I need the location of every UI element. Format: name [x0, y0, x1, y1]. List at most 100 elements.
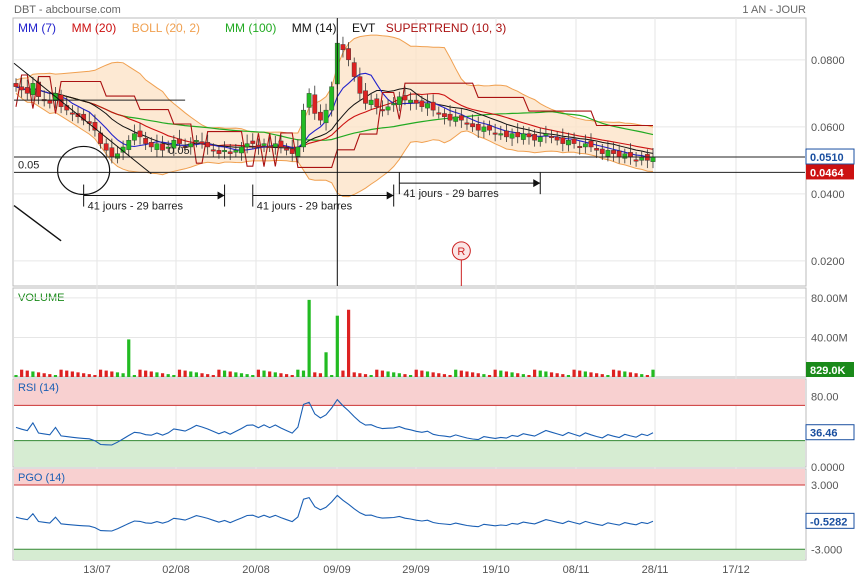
volume-bar — [516, 373, 520, 377]
volume-bar — [566, 375, 571, 377]
cycle-arrow-head — [217, 191, 225, 200]
volume-bar — [425, 371, 430, 377]
volume-bar — [200, 373, 204, 377]
candle-body — [622, 153, 628, 159]
inline-level-label: 0.05 — [168, 145, 189, 157]
candle-body — [374, 98, 380, 107]
x-tick-label: 08/11 — [563, 564, 590, 576]
cycle-arrow-head — [386, 191, 394, 200]
volume-bar — [330, 375, 334, 377]
candle-body — [391, 103, 397, 106]
last-price-box — [805, 148, 855, 165]
volume-bar — [392, 372, 396, 377]
candle-body — [357, 76, 363, 94]
candle-body — [148, 142, 154, 148]
candle-body — [464, 122, 470, 125]
volume-bar — [380, 370, 385, 377]
volume-tick-label: 80.00M — [811, 293, 848, 305]
volume-bar — [420, 370, 424, 377]
volume-bar — [600, 374, 604, 377]
volume-bar — [414, 369, 418, 377]
candle-body — [24, 87, 30, 94]
candle-body — [425, 103, 430, 109]
candle-body — [571, 138, 577, 144]
volume-bar — [628, 372, 633, 377]
cycle-label: 41 jours - 29 barres — [257, 201, 353, 213]
volume-bar — [25, 370, 29, 377]
candle-body — [588, 140, 594, 148]
candle-body — [616, 150, 622, 158]
support-price-box — [806, 164, 854, 180]
candle-body — [216, 150, 222, 154]
candle-body — [137, 130, 143, 138]
oscillator-tick-label: 0.0000 — [811, 462, 845, 474]
volume-bar — [448, 375, 452, 377]
candle-body — [171, 140, 177, 149]
candle-body — [255, 144, 261, 148]
volume-bar — [335, 315, 339, 377]
oversold-zone — [14, 440, 805, 467]
volume-bar — [121, 373, 125, 377]
candle-body — [278, 140, 284, 148]
candle-body — [453, 116, 459, 122]
candle-body — [554, 136, 560, 141]
volume-bar — [166, 374, 170, 377]
x-tick-label: 29/09 — [402, 564, 430, 576]
candle-body — [318, 111, 323, 121]
volume-bar — [42, 373, 46, 377]
candle-body — [408, 99, 414, 103]
candle-body — [126, 140, 132, 150]
candle-body — [380, 109, 385, 112]
volume-bar — [53, 375, 58, 377]
volume-bar — [521, 374, 525, 377]
candle-body — [599, 148, 605, 154]
volume-bar — [48, 374, 52, 377]
volume-bar — [504, 371, 509, 377]
bollinger-upper-line — [15, 34, 654, 134]
candle-body — [385, 106, 391, 111]
volume-bar — [217, 369, 221, 377]
candle-body — [340, 44, 346, 51]
bollinger-band-fill — [16, 35, 653, 197]
volume-bar — [301, 370, 306, 377]
candle-body — [103, 143, 109, 151]
volume-bar — [36, 372, 41, 377]
price-tick-label: 0.0200 — [811, 256, 845, 268]
candle-body — [306, 93, 312, 108]
volume-bar — [59, 369, 63, 377]
volume-bar — [442, 374, 447, 377]
oscillator-value-box — [805, 512, 855, 529]
candle-body — [549, 136, 554, 138]
candle-body — [470, 123, 476, 128]
candle-body — [36, 81, 41, 97]
candle-body — [582, 143, 588, 148]
volume-bar — [538, 370, 542, 377]
volume-bar — [82, 373, 86, 377]
candle-body — [199, 141, 205, 144]
downtrend-line — [13, 62, 152, 175]
event-marker-label: R — [457, 246, 465, 258]
candle-body — [222, 150, 227, 153]
volume-bar — [617, 370, 621, 377]
x-tick-label: 28/11 — [642, 564, 669, 576]
candle-body — [261, 143, 267, 146]
volume-bar — [239, 373, 244, 377]
candle-body — [239, 146, 244, 154]
event-marker-icon — [451, 241, 471, 261]
candle-body — [69, 112, 75, 115]
mm7-line — [15, 72, 654, 159]
volume-bar — [87, 374, 91, 377]
volume-bar — [583, 371, 587, 377]
period-selector[interactable]: 1 AN - JOUR — [742, 4, 806, 16]
volume-bar — [499, 370, 503, 377]
candle-body — [143, 138, 149, 144]
volume-bar — [471, 372, 475, 377]
candle-body — [47, 99, 53, 104]
volume-bar — [296, 369, 300, 377]
candle-body — [526, 133, 532, 138]
volume-bar — [465, 371, 469, 377]
cycle-label: 41 jours - 29 barres — [88, 201, 184, 213]
candle-body — [188, 143, 194, 148]
volume-bar — [194, 372, 198, 377]
